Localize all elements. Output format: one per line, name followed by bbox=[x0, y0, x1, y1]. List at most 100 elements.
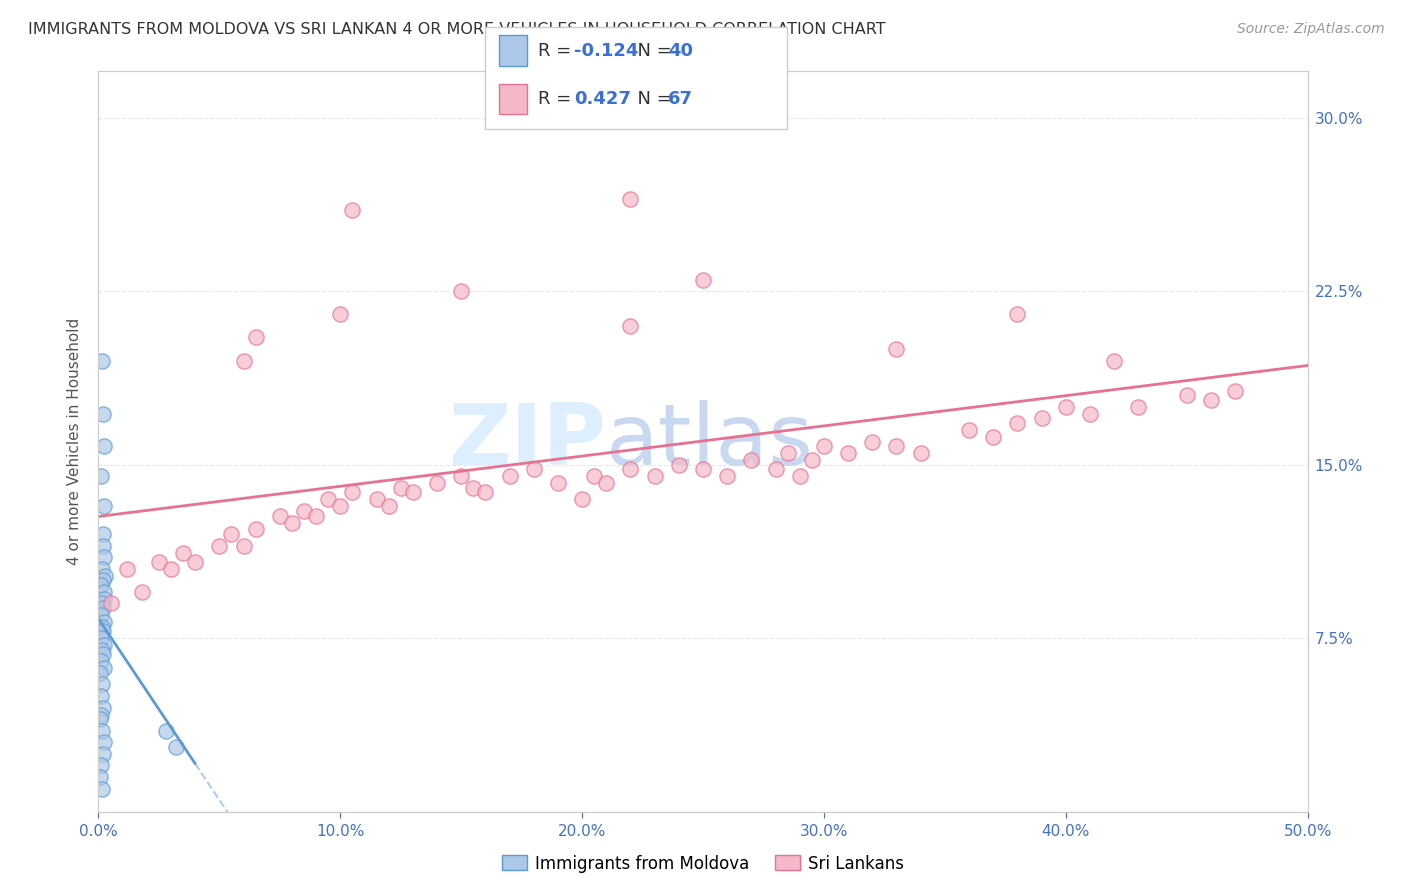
Point bbox=[342, 203, 364, 218]
Point bbox=[595, 476, 617, 491]
Point bbox=[221, 527, 243, 541]
Text: 67: 67 bbox=[668, 90, 693, 108]
Point bbox=[1199, 392, 1222, 407]
Point bbox=[619, 192, 641, 206]
Point bbox=[886, 439, 908, 453]
Point bbox=[765, 462, 787, 476]
Point bbox=[1007, 307, 1029, 321]
Point bbox=[619, 318, 641, 333]
Point bbox=[1007, 416, 1029, 430]
Point bbox=[91, 747, 114, 761]
Point bbox=[281, 516, 304, 530]
Point bbox=[377, 500, 399, 514]
Point bbox=[910, 446, 932, 460]
Point bbox=[692, 462, 714, 476]
Point bbox=[91, 677, 114, 691]
Text: 0.427: 0.427 bbox=[574, 90, 630, 108]
Point bbox=[366, 492, 388, 507]
Point bbox=[93, 500, 115, 514]
Point bbox=[93, 585, 115, 599]
Point bbox=[155, 723, 177, 738]
Point bbox=[93, 735, 115, 749]
Point bbox=[342, 485, 364, 500]
Point bbox=[90, 707, 112, 722]
Point bbox=[100, 597, 122, 611]
Point bbox=[93, 550, 115, 565]
Point bbox=[160, 562, 183, 576]
Legend: Immigrants from Moldova, Sri Lankans: Immigrants from Moldova, Sri Lankans bbox=[495, 848, 911, 880]
Point bbox=[90, 578, 112, 592]
Point bbox=[91, 562, 114, 576]
Point bbox=[245, 330, 267, 344]
Point bbox=[329, 500, 352, 514]
Point bbox=[886, 342, 908, 356]
Point bbox=[644, 469, 666, 483]
Point bbox=[1078, 407, 1101, 421]
Point bbox=[813, 439, 835, 453]
Point bbox=[269, 508, 291, 523]
Point bbox=[571, 492, 593, 507]
Point bbox=[547, 476, 569, 491]
Point bbox=[800, 453, 823, 467]
Point bbox=[292, 504, 315, 518]
Point bbox=[776, 446, 799, 460]
Point bbox=[860, 434, 883, 449]
Text: -0.124: -0.124 bbox=[574, 42, 638, 60]
Point bbox=[740, 453, 762, 467]
Point bbox=[90, 689, 112, 703]
Point bbox=[523, 462, 546, 476]
Point bbox=[619, 462, 641, 476]
Point bbox=[91, 781, 114, 796]
Point bbox=[474, 485, 496, 500]
Point bbox=[93, 615, 115, 629]
Point bbox=[94, 568, 117, 582]
Point bbox=[172, 546, 194, 560]
Point bbox=[583, 469, 606, 483]
Point bbox=[305, 508, 328, 523]
Point bbox=[91, 624, 114, 639]
Point bbox=[91, 574, 114, 588]
Point bbox=[245, 523, 267, 537]
Point bbox=[402, 485, 425, 500]
Point bbox=[668, 458, 690, 472]
Point bbox=[1128, 400, 1150, 414]
Text: R =: R = bbox=[538, 90, 578, 108]
Point bbox=[463, 481, 485, 495]
Point bbox=[93, 638, 115, 652]
Text: IMMIGRANTS FROM MOLDOVA VS SRI LANKAN 4 OR MORE VEHICLES IN HOUSEHOLD CORRELATIO: IMMIGRANTS FROM MOLDOVA VS SRI LANKAN 4 … bbox=[28, 22, 886, 37]
Point bbox=[837, 446, 859, 460]
Point bbox=[91, 601, 114, 615]
Point bbox=[498, 469, 520, 483]
Point bbox=[426, 476, 449, 491]
Point bbox=[93, 661, 115, 675]
Point bbox=[90, 469, 112, 483]
Text: 40: 40 bbox=[668, 42, 693, 60]
Point bbox=[90, 654, 112, 668]
Point bbox=[716, 469, 738, 483]
Point bbox=[89, 665, 111, 680]
Point bbox=[1102, 353, 1125, 368]
Point bbox=[1031, 411, 1053, 425]
Point bbox=[91, 597, 114, 611]
Point bbox=[981, 430, 1004, 444]
Text: Source: ZipAtlas.com: Source: ZipAtlas.com bbox=[1237, 22, 1385, 37]
Point bbox=[89, 712, 111, 726]
Point bbox=[450, 284, 472, 298]
Text: N =: N = bbox=[626, 42, 678, 60]
Y-axis label: 4 or more Vehicles in Household: 4 or more Vehicles in Household bbox=[67, 318, 83, 566]
Point bbox=[692, 272, 714, 286]
Point bbox=[165, 739, 187, 754]
Point bbox=[90, 758, 112, 772]
Text: atlas: atlas bbox=[606, 400, 814, 483]
Point bbox=[93, 439, 115, 453]
Text: R =: R = bbox=[538, 42, 578, 60]
Point bbox=[184, 555, 207, 569]
Point bbox=[208, 539, 231, 553]
Point bbox=[91, 642, 114, 657]
Point bbox=[89, 770, 111, 784]
Point bbox=[131, 585, 153, 599]
Point bbox=[450, 469, 472, 483]
Point bbox=[789, 469, 811, 483]
Point bbox=[90, 631, 112, 645]
Point bbox=[91, 723, 114, 738]
